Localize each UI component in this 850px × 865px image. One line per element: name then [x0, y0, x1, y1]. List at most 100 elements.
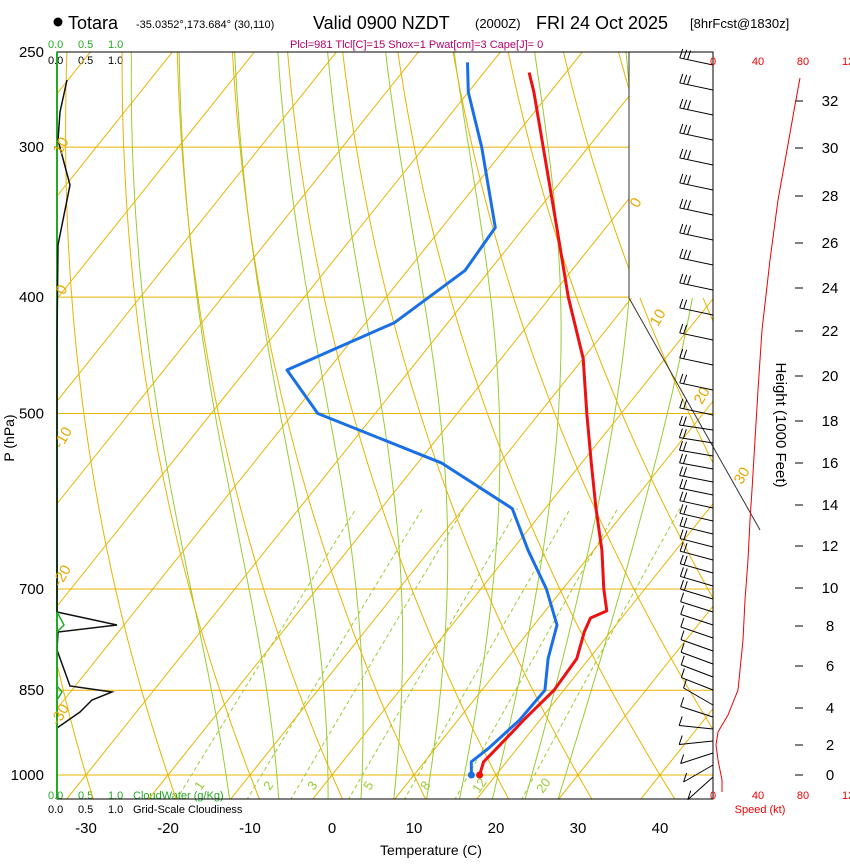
wind-barb-flag [680, 374, 683, 383]
dry-adiabats [7, 31, 850, 801]
wind-barb-staff [681, 753, 713, 764]
wind-barb-flag [680, 399, 683, 408]
svg-text:0: 0 [710, 790, 716, 802]
pressure-tick-label: 500 [19, 406, 44, 423]
x-axis-label: Temperature (C) [380, 842, 482, 858]
wind-barb-flag [681, 605, 684, 614]
svg-text:0.5: 0.5 [78, 39, 93, 51]
wind-barb-flag [684, 467, 687, 476]
cloudiness-label: Grid-Scale Cloudiness [133, 804, 243, 816]
pressure-tick-label: 850 [19, 682, 44, 699]
wind-barb-flag [681, 656, 684, 665]
wind-barb-staff [681, 706, 713, 717]
sounding-series [287, 62, 607, 778]
wind-barb-staff [681, 640, 713, 651]
height-tick-label: 32 [822, 93, 839, 110]
wind-barb-flag [683, 417, 686, 426]
wind-barb-staff [680, 564, 713, 573]
svg-text:1.0: 1.0 [108, 55, 123, 67]
mixing-ratio-label: 2 [260, 778, 276, 793]
wind-barb-staff [680, 576, 713, 586]
height-tick-label: 4 [826, 700, 834, 717]
height-tick-label: 20 [822, 368, 839, 385]
valid-time: Valid 0900 NZDT [313, 13, 450, 33]
wind-barb-flag [680, 454, 683, 463]
mixing-ratio-label: 5 [360, 778, 376, 793]
wind-barb-staff [680, 358, 713, 365]
height-tick-label: 26 [822, 235, 839, 252]
station-name: Totara [68, 13, 119, 33]
wind-barb-flag [681, 669, 684, 678]
isotherm-label: -10 [50, 424, 76, 451]
wind-barb-staff [680, 526, 713, 534]
wind-barb-staff [679, 725, 713, 729]
svg-text:12: 12 [842, 790, 850, 802]
cloud-scale-bottom: 0.0 0.5 1.0 CloudWater (g/Kg) 0.0 0.5 1.… [48, 790, 243, 816]
svg-text:80: 80 [797, 790, 809, 802]
height-tick-label: 0 [826, 767, 834, 784]
wind-barb-flag [683, 455, 686, 464]
wind-barb-flag [680, 517, 683, 526]
mixing-ratio-label: 3 [304, 778, 320, 793]
speed-axis-label: Speed (kt) [735, 804, 786, 816]
svg-text:1.0: 1.0 [108, 804, 123, 816]
wind-barb-flag [684, 505, 687, 514]
svg-text:0.5: 0.5 [78, 804, 93, 816]
svg-text:1.0: 1.0 [108, 790, 123, 802]
svg-text:80: 80 [797, 56, 809, 68]
wind-barb-flag [680, 580, 683, 589]
wind-barb-flag [679, 716, 682, 725]
wind-barb-staff [680, 513, 713, 521]
moist-adiabat-line [234, 31, 328, 801]
svg-text:1.0: 1.0 [108, 39, 123, 51]
svg-text:0.0: 0.0 [48, 804, 63, 816]
speed-axis-top: 0 40 80 12 [710, 56, 850, 68]
wind-barb-flag [684, 518, 687, 527]
svg-text:12: 12 [842, 56, 850, 68]
wind-barb-staff [679, 741, 713, 745]
wind-barb-staff [680, 551, 713, 560]
pressure-tick-label: 400 [19, 289, 44, 306]
wind-barb-staff [681, 614, 713, 625]
wind-barb-flag [681, 618, 684, 627]
station-marker-icon [54, 18, 63, 27]
isotherm-label: -20 [49, 562, 75, 589]
moist-adiabat-line [383, 31, 448, 801]
height-axis-label: Height (1000 Feet) [772, 362, 789, 487]
dry-adiabat-line [340, 31, 592, 801]
mixing-ratio-label: 8 [417, 778, 433, 793]
svg-text:40: 40 [752, 790, 764, 802]
pressure-tick-label: 250 [19, 44, 44, 61]
wind-barb-flag [679, 429, 682, 438]
wind-barb-flag [679, 416, 682, 425]
wind-barb-flag [681, 697, 684, 706]
wind-barb-flag [684, 350, 687, 359]
wind-barb-staff [681, 665, 713, 677]
wind-barb-flag [681, 593, 684, 602]
wind-barb-flag [680, 479, 683, 488]
pressure-tick-label: 700 [19, 581, 44, 598]
upper-right-mask [629, 52, 713, 298]
surface-dewpoint-marker [468, 772, 475, 779]
temperature-tick-label: -20 [157, 820, 179, 837]
height-tick-label: 12 [822, 538, 839, 555]
wind-barb-flag [680, 349, 683, 358]
temperature-tick-label: 30 [570, 820, 587, 837]
height-tick-label: 28 [822, 188, 839, 205]
temperature-tick-label: 10 [406, 820, 423, 837]
mixing-ratio-label: 20 [533, 775, 554, 795]
svg-text:0.0: 0.0 [48, 39, 63, 51]
svg-text:0.0: 0.0 [48, 790, 63, 802]
forecast-date: FRI 24 Oct 2025 [536, 13, 668, 33]
wind-barb-staff [681, 652, 713, 664]
utc-time: (2000Z) [475, 16, 521, 31]
mixing-ratio-line [290, 509, 464, 801]
moist-adiabat-line [326, 31, 403, 801]
isotherm-label: 10 [647, 306, 670, 329]
temperature-tick-label: 0 [328, 820, 336, 837]
